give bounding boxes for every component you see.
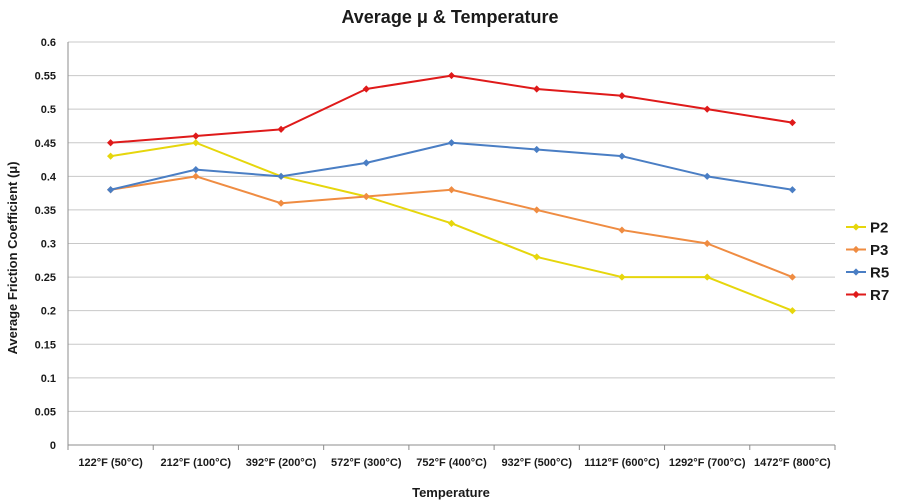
data-point-p2 bbox=[618, 273, 626, 281]
data-point-r7 bbox=[107, 139, 115, 147]
legend-item-r5: R5 bbox=[846, 265, 889, 282]
data-point-p2 bbox=[703, 273, 711, 281]
data-point-r7 bbox=[362, 85, 370, 93]
legend-item-r7: R7 bbox=[846, 287, 889, 304]
y-tick-label: 0.15 bbox=[35, 339, 56, 351]
data-point-p3 bbox=[362, 192, 370, 201]
data-point-p2 bbox=[788, 307, 796, 315]
x-tick-label: 752°F (400°C) bbox=[416, 457, 487, 469]
gridlines bbox=[67, 41, 835, 446]
x-tick-label: 1472°F (800°C) bbox=[754, 457, 831, 469]
legend-swatch-marker bbox=[852, 223, 860, 231]
y-tick-label: 0.5 bbox=[41, 104, 56, 116]
legend: P2 P3 R5 R7 bbox=[846, 220, 889, 304]
x-axis-ticks: 122°F (50°C) 212°F (100°C) 392°F (200°C) 57… bbox=[67, 445, 836, 469]
legend-item-p2: P2 bbox=[846, 220, 888, 237]
legend-label: P3 bbox=[870, 242, 888, 259]
data-point-p2 bbox=[192, 139, 200, 147]
data-point-r5 bbox=[788, 186, 796, 194]
data-point-r7 bbox=[788, 119, 796, 127]
y-tick-label: 0.1 bbox=[41, 373, 56, 385]
x-tick-label: 572°F (300°C) bbox=[331, 457, 402, 469]
x-tick-label: 212°F (100°C) bbox=[161, 457, 232, 469]
data-point-r7 bbox=[533, 85, 541, 93]
x-axis-title: Temperature bbox=[412, 485, 490, 500]
data-point-r5 bbox=[447, 139, 456, 147]
y-tick-label: 0 bbox=[50, 440, 56, 452]
y-axis-ticks: 0 0.05 0.1 0.15 0.2 0.25 0.3 0.35 0.4 0.45 0.5 0.55… bbox=[35, 37, 57, 452]
x-tick-label: 122°F (50°C) bbox=[78, 457, 143, 469]
y-tick-label: 0.6 bbox=[41, 37, 56, 49]
data-point-p3 bbox=[618, 226, 626, 234]
legend-item-p3: P3 bbox=[846, 242, 888, 259]
y-tick-label: 0.35 bbox=[35, 205, 56, 217]
data-point-p3 bbox=[277, 199, 285, 207]
data-point-r5 bbox=[277, 172, 285, 180]
y-axis-title: Average Friction Coefficient (μ) bbox=[5, 161, 20, 354]
legend-swatch-marker bbox=[852, 245, 860, 254]
legend-swatch-marker bbox=[852, 268, 860, 276]
x-tick-label: 1292°F (700°C) bbox=[669, 457, 746, 469]
y-tick-label: 0.2 bbox=[41, 306, 56, 318]
data-point-p3 bbox=[703, 239, 711, 248]
legend-label: P2 bbox=[870, 220, 888, 237]
data-point-p3 bbox=[533, 206, 541, 214]
data-point-r5 bbox=[703, 172, 711, 180]
x-tick-label: 392°F (200°C) bbox=[246, 457, 317, 469]
data-point-r7 bbox=[277, 125, 285, 133]
data-point-r7 bbox=[703, 105, 711, 113]
y-tick-label: 0.05 bbox=[35, 406, 56, 418]
data-point-r5 bbox=[107, 186, 115, 194]
data-point-p2 bbox=[533, 253, 541, 261]
y-tick-label: 0.55 bbox=[35, 71, 56, 83]
y-tick-label: 0.4 bbox=[41, 171, 57, 183]
y-tick-label: 0.3 bbox=[41, 239, 56, 251]
data-point-p3 bbox=[788, 273, 796, 281]
data-point-r7 bbox=[447, 71, 456, 80]
data-point-p3 bbox=[447, 186, 456, 194]
data-point-r5 bbox=[362, 159, 370, 167]
data-point-p2 bbox=[107, 152, 115, 160]
y-tick-label: 0.45 bbox=[35, 138, 56, 150]
series-lines bbox=[107, 71, 796, 315]
data-point-r5 bbox=[533, 145, 541, 154]
data-point-r5 bbox=[192, 166, 200, 174]
y-tick-label: 0.25 bbox=[35, 272, 56, 284]
x-tick-label: 932°F (500°C) bbox=[501, 457, 572, 469]
chart-title: Average μ & Temperature bbox=[341, 7, 558, 27]
legend-swatch-marker bbox=[852, 290, 860, 299]
data-point-r7 bbox=[192, 132, 200, 140]
x-tick-label: 1112°F (600°C) bbox=[584, 457, 660, 469]
data-point-r5 bbox=[618, 152, 626, 160]
legend-label: R5 bbox=[870, 265, 889, 282]
data-point-p2 bbox=[447, 219, 456, 227]
data-point-p3 bbox=[192, 172, 200, 180]
legend-label: R7 bbox=[870, 287, 889, 304]
data-point-r7 bbox=[618, 92, 626, 100]
